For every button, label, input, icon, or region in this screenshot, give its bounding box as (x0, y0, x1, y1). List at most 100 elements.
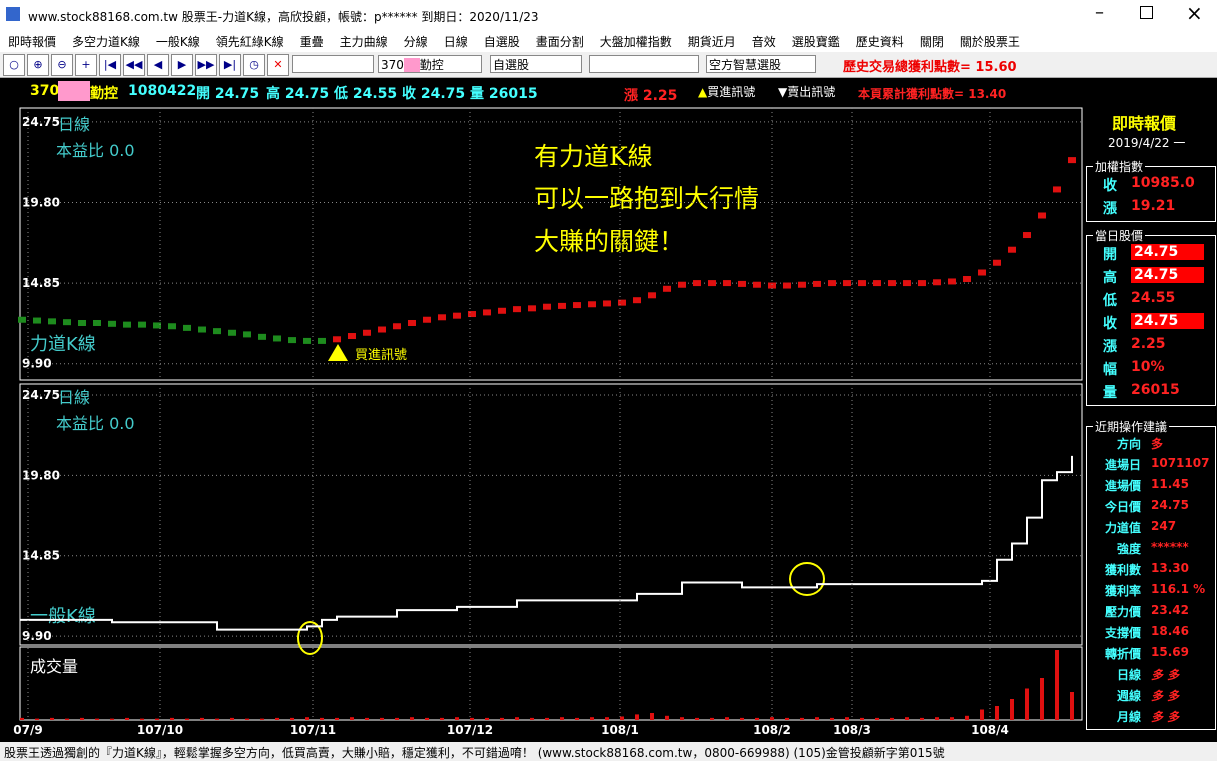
row: 量 26015 (1087, 382, 1215, 405)
menu-item[interactable]: 主力曲線 (339, 35, 388, 49)
row-value: 15.69 (1151, 645, 1189, 659)
tool-button[interactable]: ▶ (171, 54, 193, 76)
volume-bar (65, 718, 69, 720)
volume-bar (515, 717, 519, 720)
volume-bar (905, 717, 909, 720)
close: 收 24.75 (402, 86, 466, 102)
panel-title: 即時報價 (1112, 114, 1177, 133)
chart-area: 日線 本益比 0.0 有力道K線 可以一路抱到大行情 大賺的關鍵！ 力道K線 買… (13, 107, 1083, 737)
status-text: 股票王透過獨創的『力道K線』，輕鬆掌握多空方向，低買高賣，大賺小賠，穩定獲利，不… (4, 746, 945, 760)
volume-bar (230, 717, 234, 720)
mode-select[interactable]: 空方智慧選股 (706, 55, 816, 73)
menu-item[interactable]: 自選股 (483, 35, 520, 49)
menu-item[interactable]: 歷史資料 (855, 35, 904, 49)
stock-code: 370 (381, 58, 404, 72)
row: 漲 19.21 (1087, 198, 1215, 221)
tool-button[interactable]: ✕ (267, 54, 289, 76)
x-tick-label: 108/1 (601, 723, 639, 737)
volume-bar (440, 717, 444, 720)
menu-item[interactable]: 音效 (751, 35, 776, 49)
menu-item[interactable]: 分線 (403, 35, 428, 49)
tool-button[interactable]: + (75, 54, 97, 76)
power-bar (1023, 232, 1031, 239)
menu-bar: 即時報價 多空力道K線 一般K線 領先紅綠K線 重疊 主力曲線 分線 日線 自選股 畫面分割 大盤加… (0, 30, 1217, 52)
menu-item[interactable]: 大盤加權指數 (599, 35, 672, 49)
x-tick-label: 107/11 (290, 723, 336, 737)
row-value: 247 (1151, 519, 1177, 533)
maximize[interactable] (1140, 6, 1153, 19)
lower-name: 一般K線 (30, 606, 96, 627)
slogan: 大賺的關鍵！ (534, 227, 684, 256)
text-input[interactable] (292, 55, 374, 73)
tool-button[interactable]: ⊖ (51, 54, 73, 76)
row-label: 今日價 (1104, 500, 1141, 514)
power-bar (588, 301, 596, 308)
panel-group: 近期操作建議 方向多進場日 1071107 進場價 11.45 今日價 24.75 力道值 24… (1086, 418, 1216, 730)
volume-bar (785, 717, 789, 720)
tool-button[interactable]: ▶▶ (195, 54, 217, 76)
x-tick-label: 107/12 (447, 723, 493, 737)
y-tick-label: 24.75 (22, 388, 60, 402)
row: 進場日 1071107 (1087, 456, 1215, 477)
minimize[interactable]: – (1095, 2, 1104, 23)
power-bar (108, 320, 116, 327)
power-bar (723, 280, 731, 287)
toolbar: 370 勤控 自選股 空方智慧選股 歷史交易總獲利點數= 15.60 ○ ⊕ ⊖ + |… (0, 52, 1217, 78)
volume-bar (260, 718, 264, 720)
menu-item[interactable]: 日線 (443, 35, 468, 49)
volume-bar (980, 709, 984, 720)
menu-item[interactable]: 多空力道K線 (72, 35, 140, 49)
close[interactable]: × (1186, 1, 1203, 25)
row-value: 10985.0 (1131, 175, 1195, 191)
power-bar (213, 328, 221, 335)
row-label: 強度 (1116, 542, 1141, 556)
menu-item[interactable]: 期貨近月 (687, 35, 736, 49)
volume-bar (290, 717, 294, 720)
menu-item[interactable]: 領先紅綠K線 (215, 35, 284, 49)
volume-bar (1010, 699, 1014, 720)
menu-item[interactable]: 重疊 (299, 35, 324, 49)
volume-bar (1025, 688, 1029, 720)
power-bar (558, 302, 566, 309)
tool-button[interactable]: ○ (3, 54, 25, 76)
total-profit: 歷史交易總獲利點數= 15.60 (843, 60, 1017, 75)
menu-item[interactable]: 畫面分割 (535, 35, 584, 49)
menu-item[interactable]: 選股寶鑑 (791, 35, 840, 49)
x-tick-label: 108/4 (971, 723, 1009, 737)
upper-period: 日線 (58, 115, 90, 134)
volume-bar (920, 717, 924, 720)
tool-button[interactable]: ⊕ (27, 54, 49, 76)
volume-bar (875, 717, 879, 720)
power-bar (513, 306, 521, 313)
menu-item[interactable]: 一般K線 (155, 35, 200, 49)
volume-bar (605, 717, 609, 720)
tool-button[interactable]: ◀◀ (123, 54, 145, 76)
highlight (789, 562, 825, 596)
power-bar (903, 280, 911, 287)
empty-select[interactable] (589, 55, 699, 73)
list-select[interactable]: 自選股 (490, 55, 582, 73)
row-value: 多 多 (1151, 689, 1180, 703)
row-label: 月線 (1116, 710, 1141, 724)
tool-button[interactable]: |◀ (99, 54, 121, 76)
tool-button[interactable]: ◷ (243, 54, 265, 76)
row-label: 進場價 (1104, 479, 1141, 493)
stock-select[interactable]: 370 勤控 (378, 55, 482, 73)
menu-item[interactable]: 即時報價 (8, 35, 57, 49)
menu-item[interactable]: 關閉 (919, 35, 944, 49)
mask (58, 81, 90, 101)
row: 低 24.55 (1087, 290, 1215, 313)
volume-bar (770, 717, 774, 720)
volume-bar (995, 706, 999, 720)
y-tick-label: 19.80 (22, 468, 60, 482)
low: 低 24.55 (334, 86, 398, 102)
y-tick-label: 9.90 (22, 629, 52, 643)
row-value: 多 (1151, 437, 1164, 451)
tool-button[interactable]: ▶| (219, 54, 241, 76)
menu-item[interactable]: 關於股票王 (959, 35, 1020, 49)
tool-button[interactable]: ◀ (147, 54, 169, 76)
row: 壓力價 23.42 (1087, 603, 1215, 624)
volume-bar (590, 717, 594, 720)
row-label: 壓力價 (1104, 605, 1141, 619)
x-tick-label: 107/10 (137, 723, 183, 737)
